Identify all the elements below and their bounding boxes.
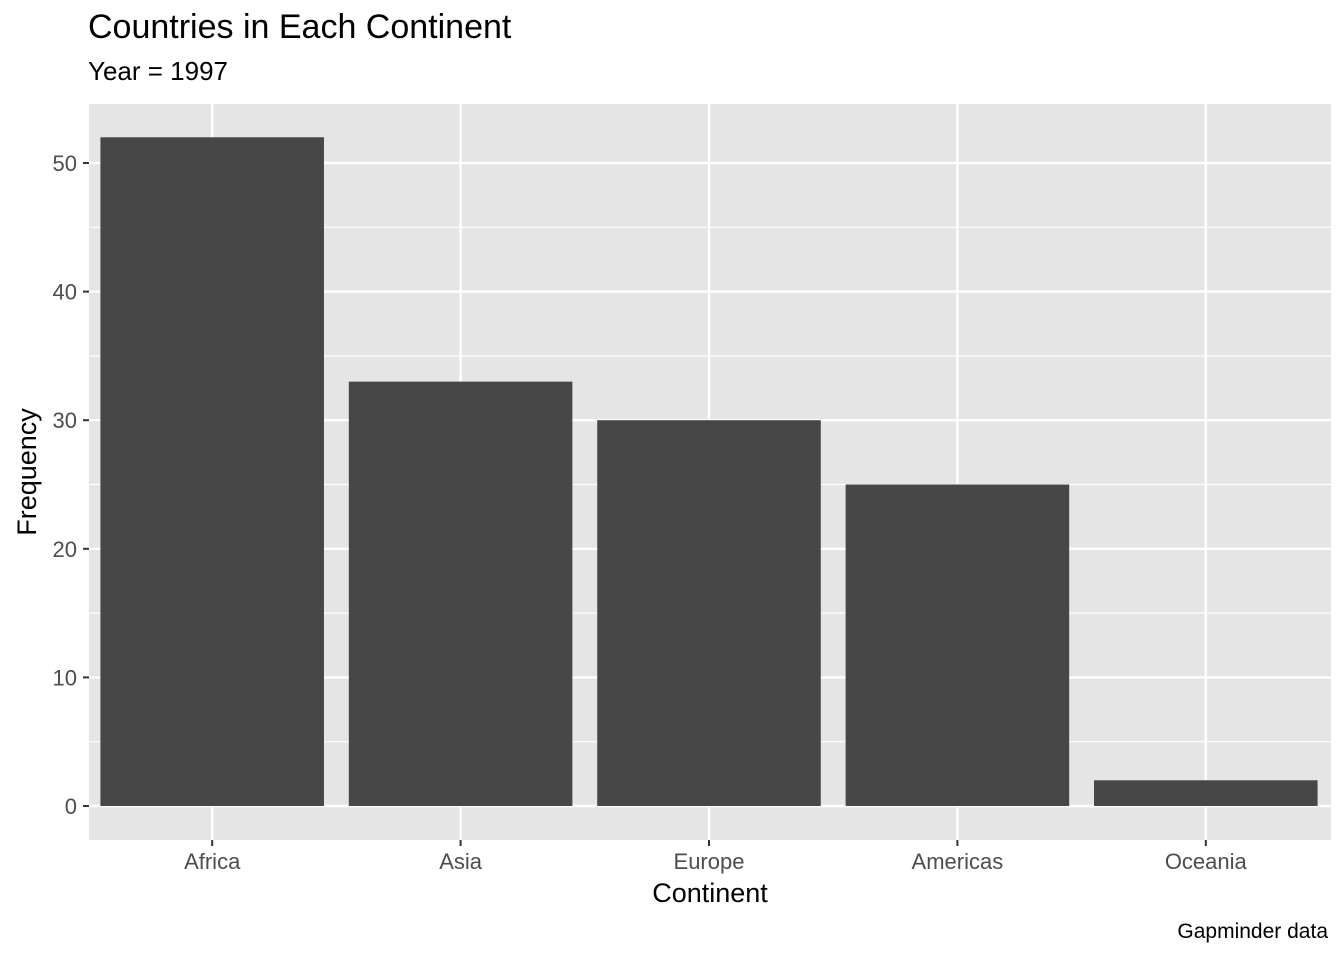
chart-subtitle: Year = 1997 (88, 56, 229, 86)
bar-oceania (1094, 780, 1318, 806)
x-tick-label-oceania: Oceania (1165, 849, 1248, 874)
bars (100, 137, 1318, 806)
x-axis: Africa Asia Europe Americas Oceania (184, 840, 1248, 874)
y-axis: 0 10 20 30 40 50 (53, 151, 89, 819)
y-tick-label: 20 (53, 537, 77, 562)
chart-title: Countries in Each Continent (88, 8, 512, 46)
y-axis-title: Frequency (12, 408, 42, 536)
bar-europe (597, 420, 821, 806)
y-tick-label: 50 (53, 151, 77, 176)
bar-americas (845, 484, 1070, 806)
y-tick-label: 0 (65, 794, 77, 819)
bar-africa (100, 137, 324, 806)
bar-asia (348, 381, 573, 806)
x-tick-label-africa: Africa (184, 849, 241, 874)
y-tick-label: 10 (53, 665, 77, 690)
x-axis-title: Continent (652, 878, 768, 908)
y-tick-label: 30 (53, 408, 77, 433)
x-tick-label-europe: Europe (674, 849, 745, 874)
x-tick-label-asia: Asia (439, 849, 483, 874)
x-tick-label-americas: Americas (912, 849, 1004, 874)
y-tick-label: 40 (53, 280, 77, 305)
chart-caption: Gapminder data (1177, 920, 1328, 943)
